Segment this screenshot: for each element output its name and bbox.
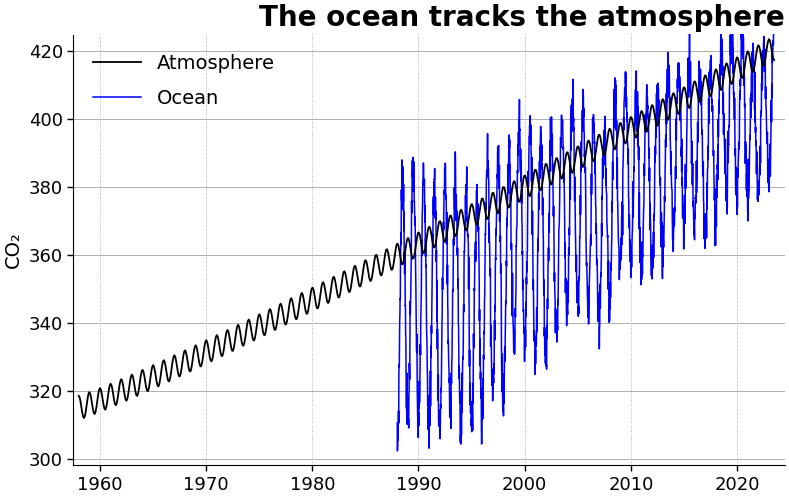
Ocean	[393, 448, 402, 454]
Atmosphere	[765, 36, 774, 42]
Line: Ocean: Ocean	[397, 17, 774, 451]
Ocean	[600, 123, 610, 128]
Atmosphere	[670, 95, 679, 101]
Atmosphere	[412, 240, 421, 246]
Atmosphere	[323, 300, 333, 306]
Atmosphere	[74, 393, 84, 399]
Atmosphere	[79, 415, 88, 421]
Atmosphere	[271, 327, 280, 333]
Atmosphere	[769, 57, 779, 63]
Ocean	[565, 225, 574, 231]
Atmosphere	[118, 382, 128, 388]
Y-axis label: CO₂: CO₂	[4, 232, 23, 268]
Legend: Atmosphere, Ocean: Atmosphere, Ocean	[83, 44, 285, 117]
Ocean	[716, 14, 726, 20]
Ocean	[571, 256, 581, 262]
Ocean	[612, 118, 622, 124]
Ocean	[769, 24, 779, 30]
Atmosphere	[724, 65, 733, 71]
Text: The ocean tracks the atmosphere: The ocean tracks the atmosphere	[259, 4, 785, 32]
Line: Atmosphere: Atmosphere	[79, 39, 774, 418]
Ocean	[728, 70, 738, 76]
Ocean	[392, 420, 402, 426]
Ocean	[722, 185, 731, 191]
